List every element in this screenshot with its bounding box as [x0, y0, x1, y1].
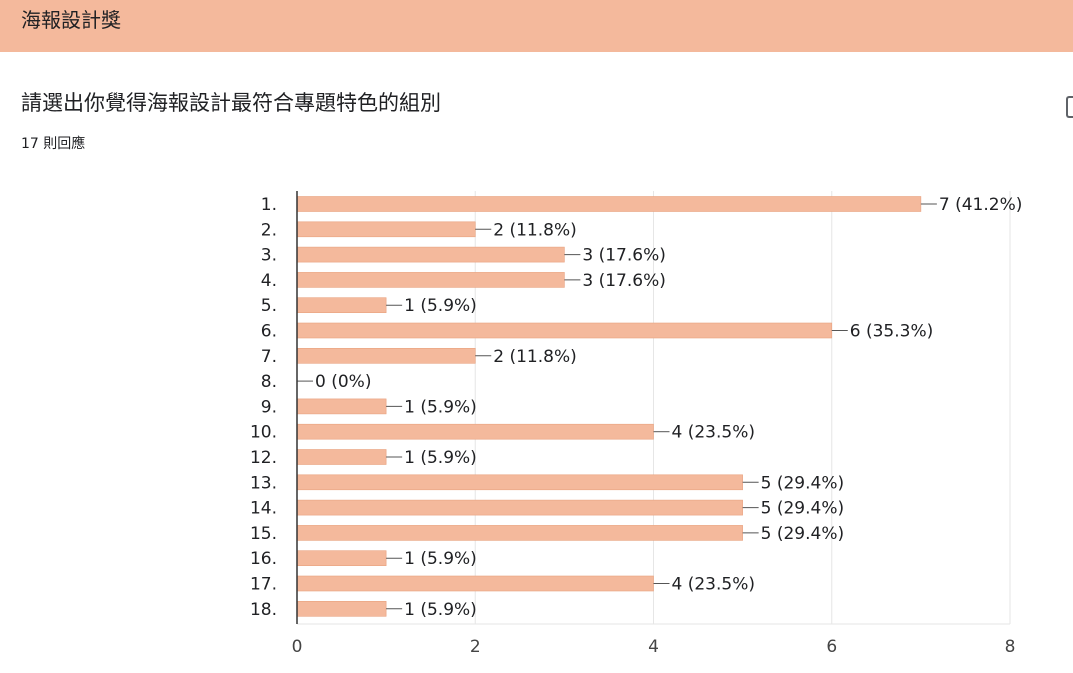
- bar: [296, 297, 387, 314]
- bar: [296, 246, 565, 263]
- bar: [296, 221, 476, 238]
- x-tick-label: 6: [826, 637, 837, 657]
- response-count: 17 則回應: [21, 136, 86, 152]
- data-label: 3 (17.6%): [582, 271, 666, 291]
- category-label: 2.: [261, 220, 277, 240]
- category-label: 1.: [261, 195, 277, 215]
- category-label: 16.: [250, 549, 277, 569]
- bar: [296, 600, 387, 617]
- bar: [296, 347, 476, 364]
- bar: [296, 525, 743, 541]
- bar: [296, 398, 387, 415]
- data-label: 5 (29.4%): [761, 473, 845, 493]
- bar: [296, 575, 654, 592]
- category-label: 13.: [250, 473, 277, 493]
- section-header: 海報設計獎: [0, 0, 1073, 52]
- data-label: 2 (11.8%): [493, 220, 577, 240]
- category-label: 15.: [250, 524, 277, 544]
- category-label: 12.: [250, 448, 277, 468]
- x-tick-label: 4: [648, 637, 659, 657]
- category-label: 6.: [261, 322, 277, 342]
- category-label: 7.: [261, 347, 277, 367]
- bar: [296, 550, 387, 567]
- data-label: 1 (5.9%): [404, 600, 477, 620]
- x-tick-label: 2: [470, 637, 481, 657]
- bar: [296, 499, 743, 516]
- category-label: 10.: [250, 423, 277, 443]
- data-label: 1 (5.9%): [404, 448, 477, 468]
- category-label: 18.: [250, 600, 277, 620]
- category-label: 3.: [261, 246, 277, 266]
- bar: [296, 474, 743, 491]
- data-label: 0 (0%): [315, 372, 371, 392]
- panel-edge-icon[interactable]: [1066, 96, 1073, 118]
- x-tick-label: 0: [292, 637, 303, 657]
- bar: [296, 423, 654, 440]
- category-label: 9.: [261, 397, 277, 417]
- question-title: 請選出你覺得海報設計最符合專題特色的組別: [21, 91, 441, 115]
- data-label: 1 (5.9%): [404, 296, 477, 316]
- section-title: 海報設計獎: [21, 8, 121, 32]
- data-label: 3 (17.6%): [582, 246, 666, 266]
- bar: [296, 322, 833, 339]
- category-label: 5.: [261, 296, 277, 316]
- data-label: 6 (35.3%): [850, 322, 934, 342]
- data-label: 5 (29.4%): [761, 524, 845, 544]
- category-label: 4.: [261, 271, 277, 291]
- data-label: 1 (5.9%): [404, 397, 477, 417]
- bar: [296, 449, 387, 465]
- category-label: 14.: [250, 499, 277, 519]
- bar: [296, 272, 565, 288]
- data-label: 7 (41.2%): [939, 195, 1023, 215]
- data-label: 4 (23.5%): [672, 423, 756, 443]
- data-label: 2 (11.8%): [493, 347, 577, 367]
- bar: [296, 196, 922, 212]
- category-label: 17.: [250, 575, 277, 595]
- category-label: 8.: [261, 372, 277, 392]
- data-label: 4 (23.5%): [672, 575, 756, 595]
- data-label: 5 (29.4%): [761, 499, 845, 519]
- x-tick-label: 8: [1005, 637, 1016, 657]
- data-label: 1 (5.9%): [404, 549, 477, 569]
